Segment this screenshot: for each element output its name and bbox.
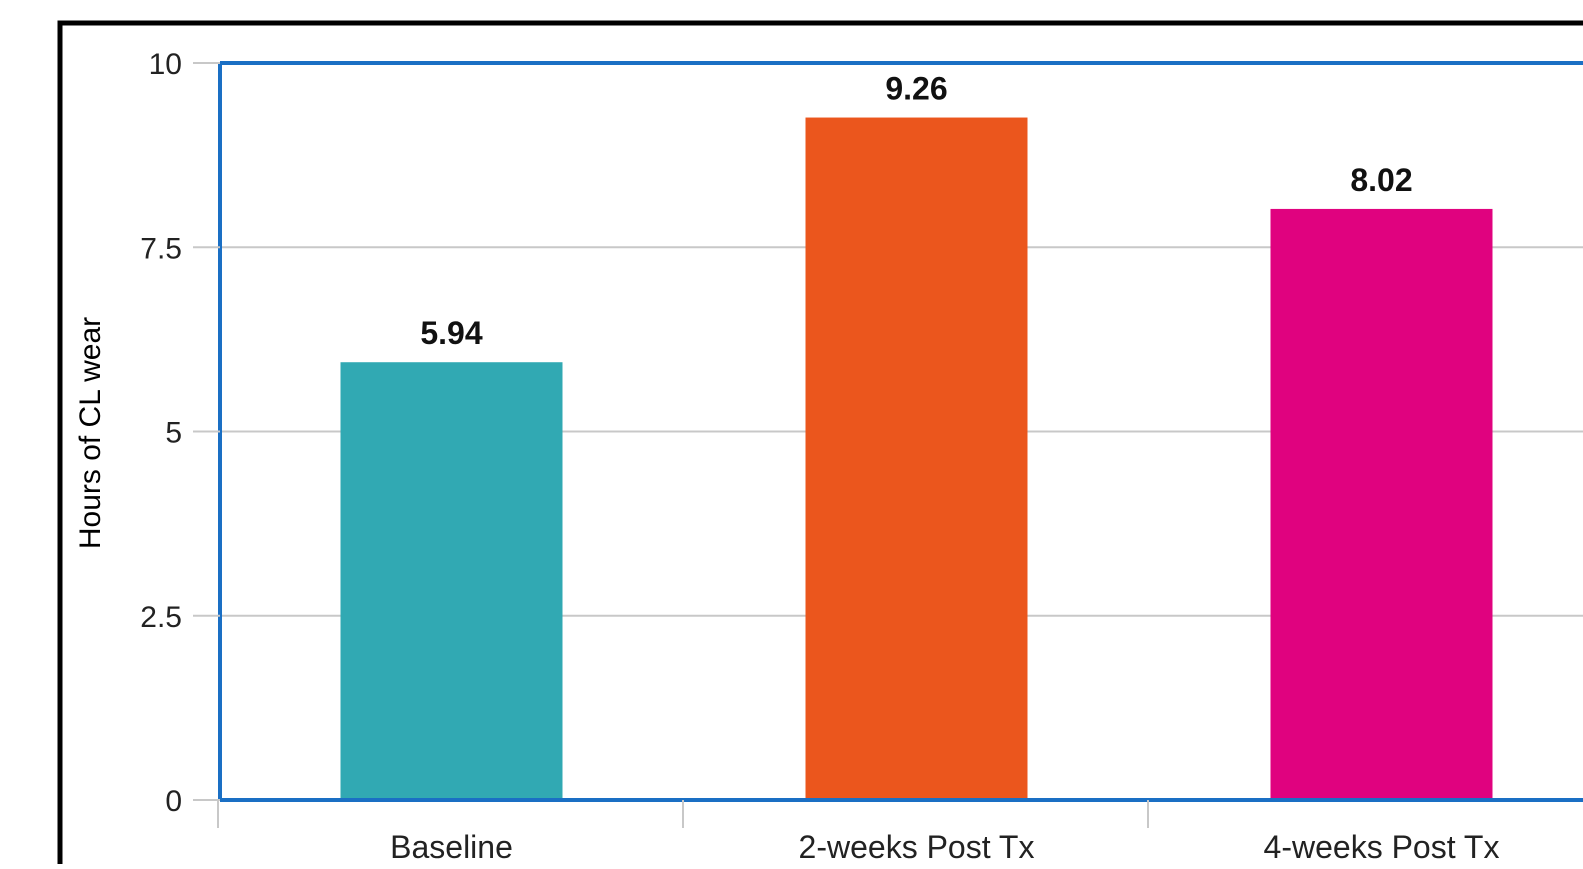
bar [340, 362, 563, 800]
bar [1270, 208, 1493, 800]
x-tick-label: 4-weeks Post Tx [1264, 829, 1500, 864]
bar-data-label: 8.02 [1350, 162, 1412, 198]
x-tick-label: 2-weeks Post Tx [799, 829, 1035, 864]
bar-data-label: 5.94 [420, 315, 482, 351]
y-tick-label: 7.5 [140, 232, 182, 265]
tick-labels: 0 2.5 5 7.5 10 Baseline 2-weeks Post Tx 4-weeks… [140, 48, 1500, 865]
y-tick-label: 2.5 [140, 601, 182, 634]
data-labels: 5.94 9.26 8.02 [420, 71, 1412, 352]
y-tick-label: 5 [165, 417, 182, 450]
bar-data-label: 9.26 [885, 71, 947, 107]
x-tick-label: Baseline [390, 829, 513, 864]
bar [805, 117, 1028, 800]
y-tick-label: 10 [149, 48, 182, 81]
y-tick-label: 0 [165, 785, 182, 818]
y-axis-label: Hours of CL wear [74, 317, 107, 549]
bars [340, 117, 1493, 800]
